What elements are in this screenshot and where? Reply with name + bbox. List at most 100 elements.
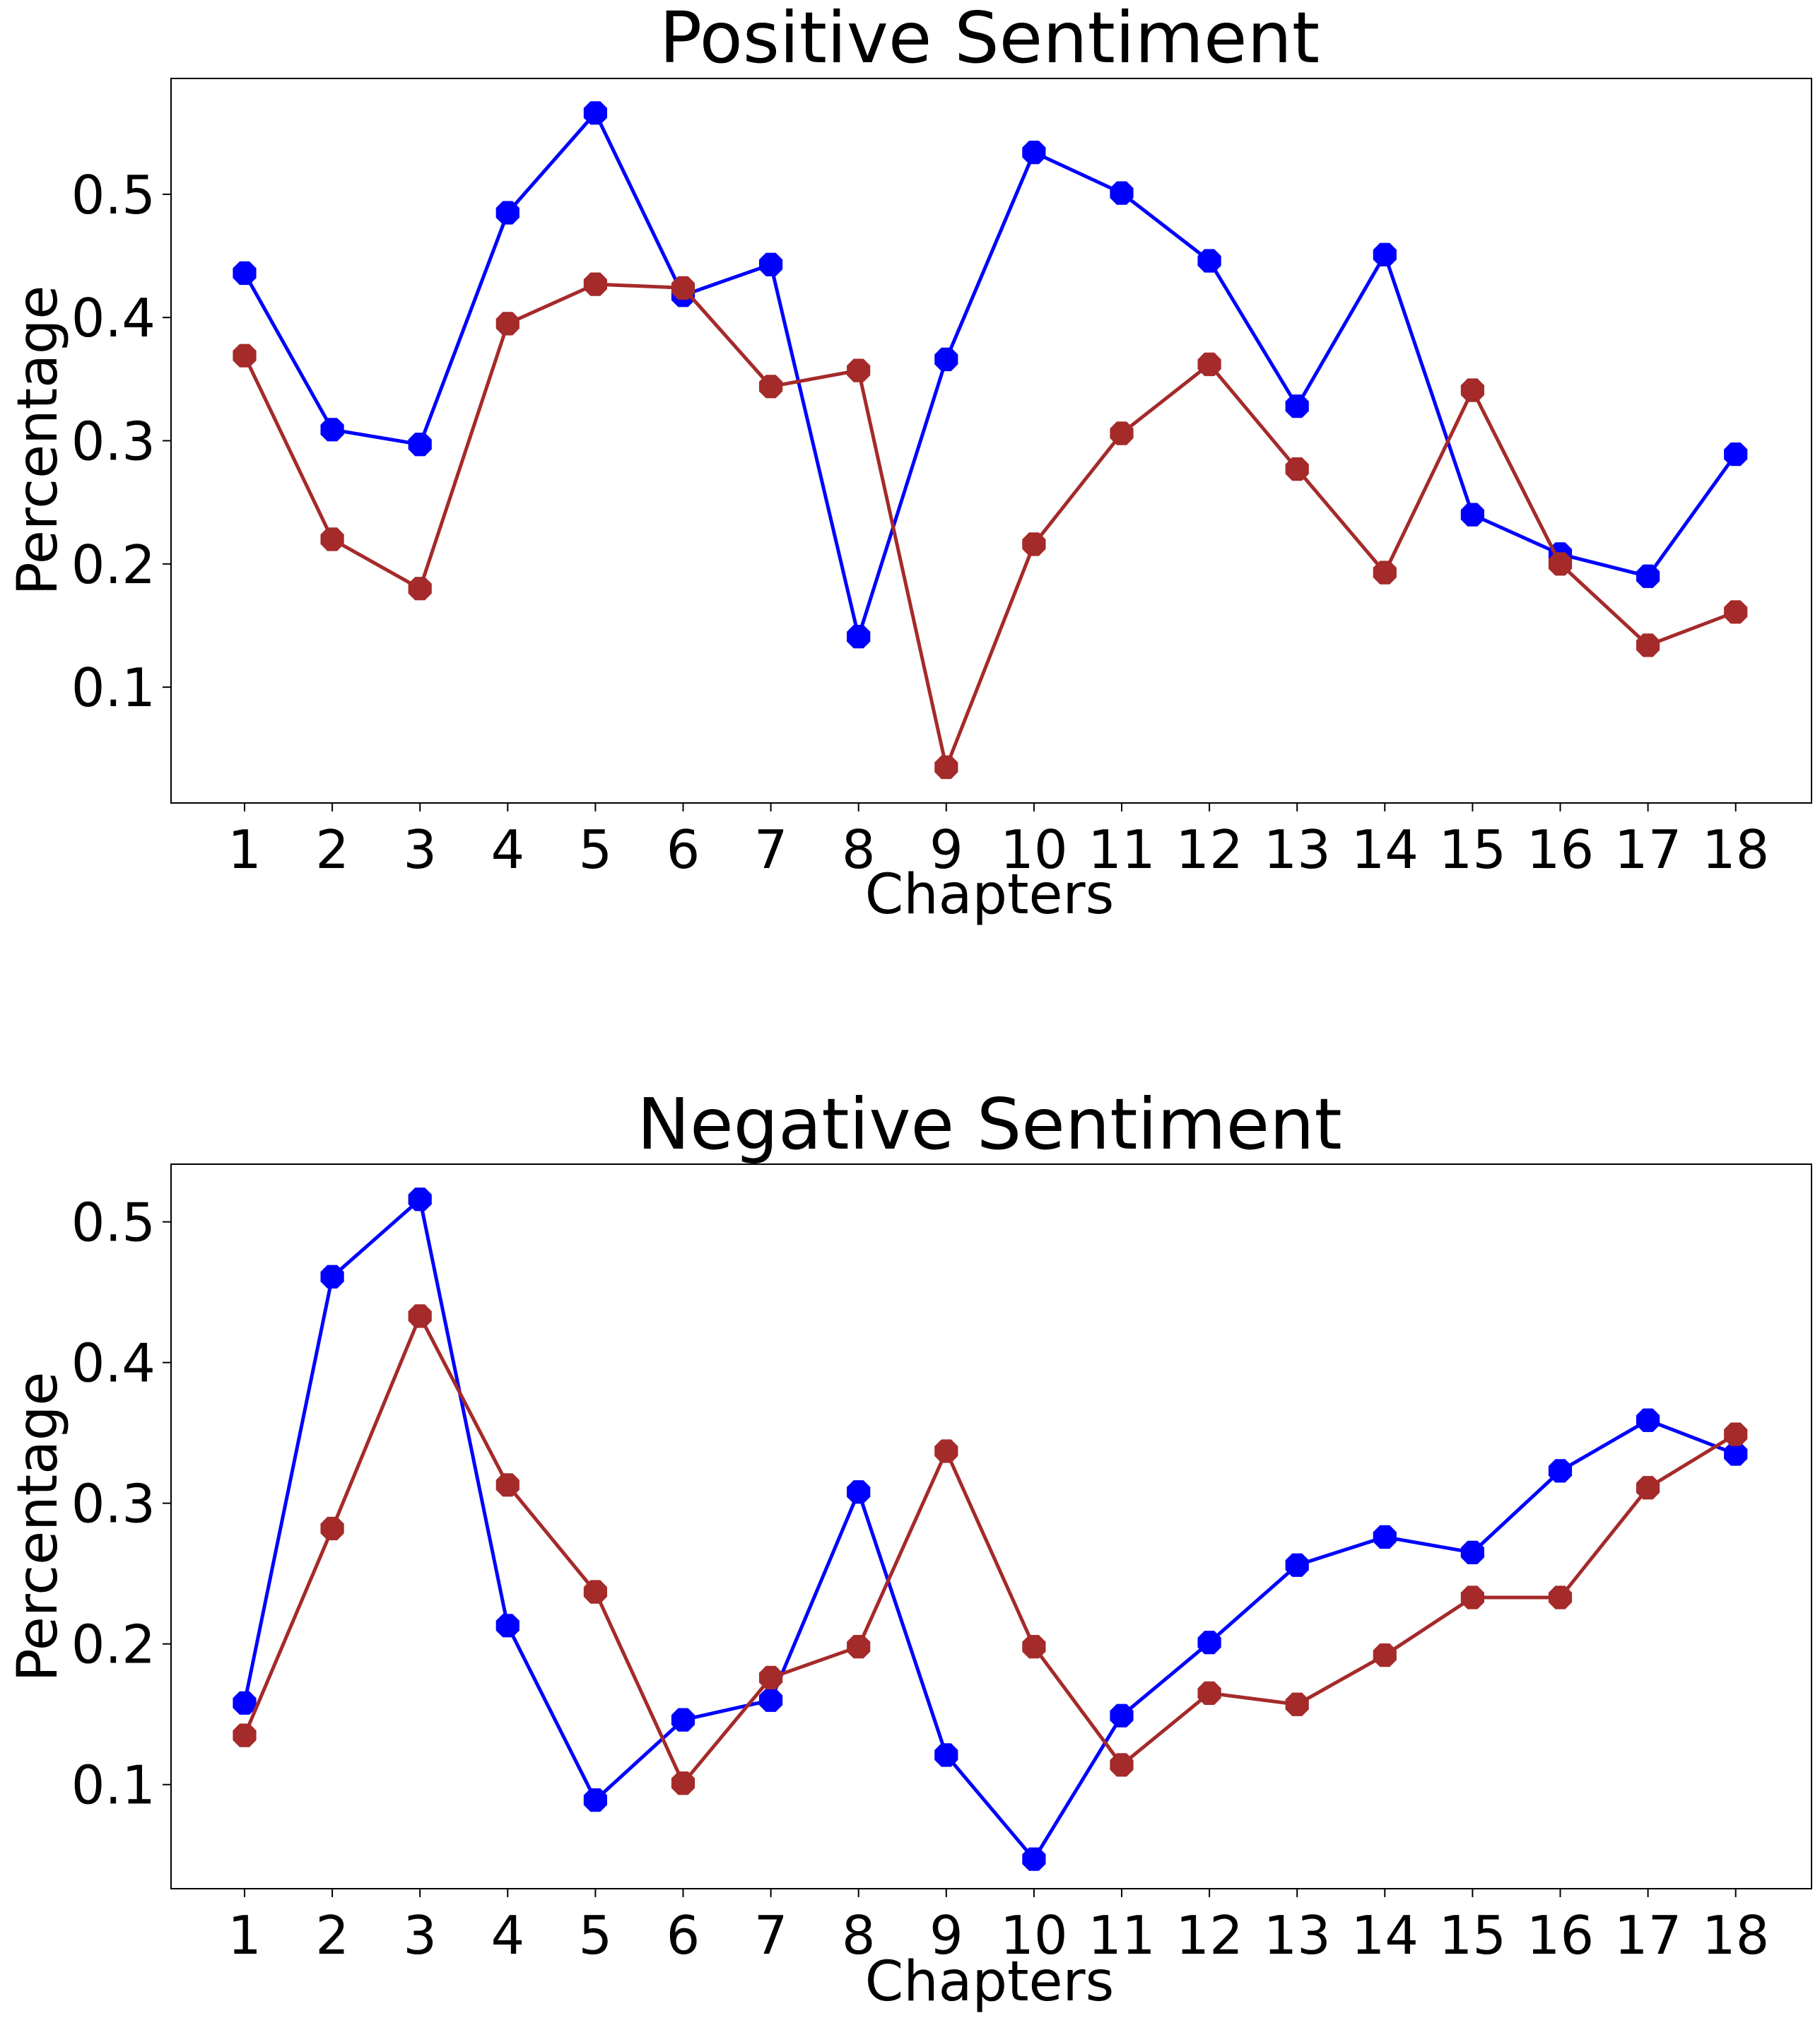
series-0-point [1724, 442, 1748, 467]
x-tick-label: 6 [667, 1904, 700, 1966]
y-axis-ticks: 0.1 0.2 0.3 0.4 0.5 [71, 1192, 171, 1817]
series-1-line [242, 282, 1737, 769]
x-tick-label: 10 [1000, 1904, 1067, 1966]
series-1-point [1022, 532, 1046, 556]
series-0-point [759, 1688, 783, 1712]
x-tick-label: 8 [842, 1904, 876, 1966]
x-tick-label: 4 [491, 819, 524, 881]
x-axis-ticks: 1 2 3 4 5 6 7 8 9 10 11 12 13 14 15 16 17 18 [228, 803, 1769, 881]
series-0-point [495, 201, 519, 225]
series-1-point [1197, 1681, 1221, 1705]
series-1-point [1724, 600, 1748, 624]
series-1-point [759, 1665, 783, 1690]
y-tick-label: 0.4 [71, 1332, 155, 1395]
negative-sentiment-chart: Negative Sentiment 1 2 3 4 5 6 7 8 9 10 11 12 13 14 15… [6, 1083, 1812, 2014]
series-0-point [1636, 564, 1660, 588]
series-1-point [1285, 1692, 1309, 1716]
series-0-line [242, 111, 1737, 639]
y-tick-label: 0.5 [71, 164, 155, 226]
series-0-point [408, 433, 432, 457]
series-0-point [1285, 1553, 1309, 1577]
x-tick-label: 1 [228, 819, 262, 881]
y-axis-ticks: 0.1 0.2 0.3 0.4 0.5 [71, 164, 171, 719]
series-0-point [233, 1691, 257, 1715]
series-0-point [583, 101, 607, 125]
series-1-point [1197, 352, 1221, 377]
series-1-point [934, 755, 958, 780]
x-tick-label: 10 [1000, 819, 1067, 881]
series-layer [233, 101, 1748, 780]
x-tick-label: 7 [754, 1904, 788, 1966]
series-0-point [934, 1743, 958, 1767]
series-1-point [1285, 457, 1309, 481]
series-1-point [1373, 1643, 1397, 1667]
series-1-point [233, 344, 257, 368]
x-tick-label: 11 [1088, 819, 1155, 881]
y-axis-label: Percentage [6, 1372, 70, 1682]
series-1-point [408, 1304, 432, 1328]
series-0-point [1724, 1442, 1748, 1466]
series-0-point [233, 261, 257, 286]
y-tick-label: 0.5 [71, 1192, 155, 1254]
series-1-point [583, 1580, 607, 1604]
series-1-point [1460, 1585, 1484, 1609]
series-0-point [934, 347, 958, 372]
x-tick-label: 2 [315, 819, 349, 881]
series-0-point [759, 252, 783, 276]
y-tick-label: 0.3 [71, 1473, 155, 1535]
series-0-point [671, 1708, 695, 1732]
y-tick-label: 0.1 [71, 1754, 155, 1817]
series-0-line [242, 1197, 1737, 1861]
x-tick-label: 4 [491, 1904, 524, 1966]
series-1-line [242, 1314, 1737, 1785]
x-tick-label: 9 [929, 819, 963, 881]
series-1-point [1373, 561, 1397, 585]
series-1-point [671, 1771, 695, 1795]
x-tick-label: 13 [1263, 819, 1330, 881]
y-tick-label: 0.3 [71, 411, 155, 473]
x-tick-label: 16 [1527, 1904, 1594, 1966]
series-0-point [1460, 503, 1484, 527]
y-tick-label: 0.2 [71, 534, 155, 596]
x-tick-label: 3 [403, 819, 437, 881]
y-axis-label: Percentage [6, 286, 70, 596]
series-1-point [320, 527, 344, 551]
series-0-point [1197, 249, 1221, 273]
series-0-point [847, 625, 871, 649]
series-1-point [233, 1723, 257, 1747]
series-1-point [1548, 1585, 1573, 1609]
series-1-point [934, 1439, 958, 1463]
series-1-point [1724, 1422, 1748, 1446]
x-tick-label: 1 [228, 1904, 262, 1966]
y-tick-label: 0.1 [71, 657, 155, 719]
series-1-point [671, 276, 695, 300]
series-layer [233, 1188, 1748, 1871]
x-tick-label: 15 [1439, 819, 1506, 881]
series-0-point [1548, 1459, 1573, 1483]
y-tick-label: 0.4 [71, 287, 155, 349]
x-tick-label: 5 [579, 1904, 613, 1966]
series-0-point [1460, 1540, 1484, 1564]
series-0-point [1373, 242, 1397, 266]
series-1-point [1460, 378, 1484, 402]
series-1-point [759, 375, 783, 399]
series-0-point [320, 1265, 344, 1289]
series-1-point [1636, 1476, 1660, 1500]
chart-title: Negative Sentiment [637, 1083, 1341, 1166]
series-1-point [408, 577, 432, 601]
x-axis-label: Chapters [865, 1950, 1115, 2014]
x-tick-label: 15 [1439, 1904, 1506, 1966]
x-tick-label: 2 [315, 1904, 349, 1966]
series-1-point [495, 312, 519, 336]
series-0-point [1197, 1631, 1221, 1655]
series-1-point [1636, 633, 1660, 657]
series-1-point [320, 1516, 344, 1541]
series-1-point [1110, 421, 1134, 445]
x-tick-label: 5 [579, 819, 613, 881]
x-tick-label: 13 [1263, 1904, 1330, 1966]
x-tick-label: 16 [1527, 819, 1594, 881]
series-1-point [583, 272, 607, 296]
x-tick-label: 18 [1702, 819, 1769, 881]
series-0-point [1110, 1704, 1134, 1728]
